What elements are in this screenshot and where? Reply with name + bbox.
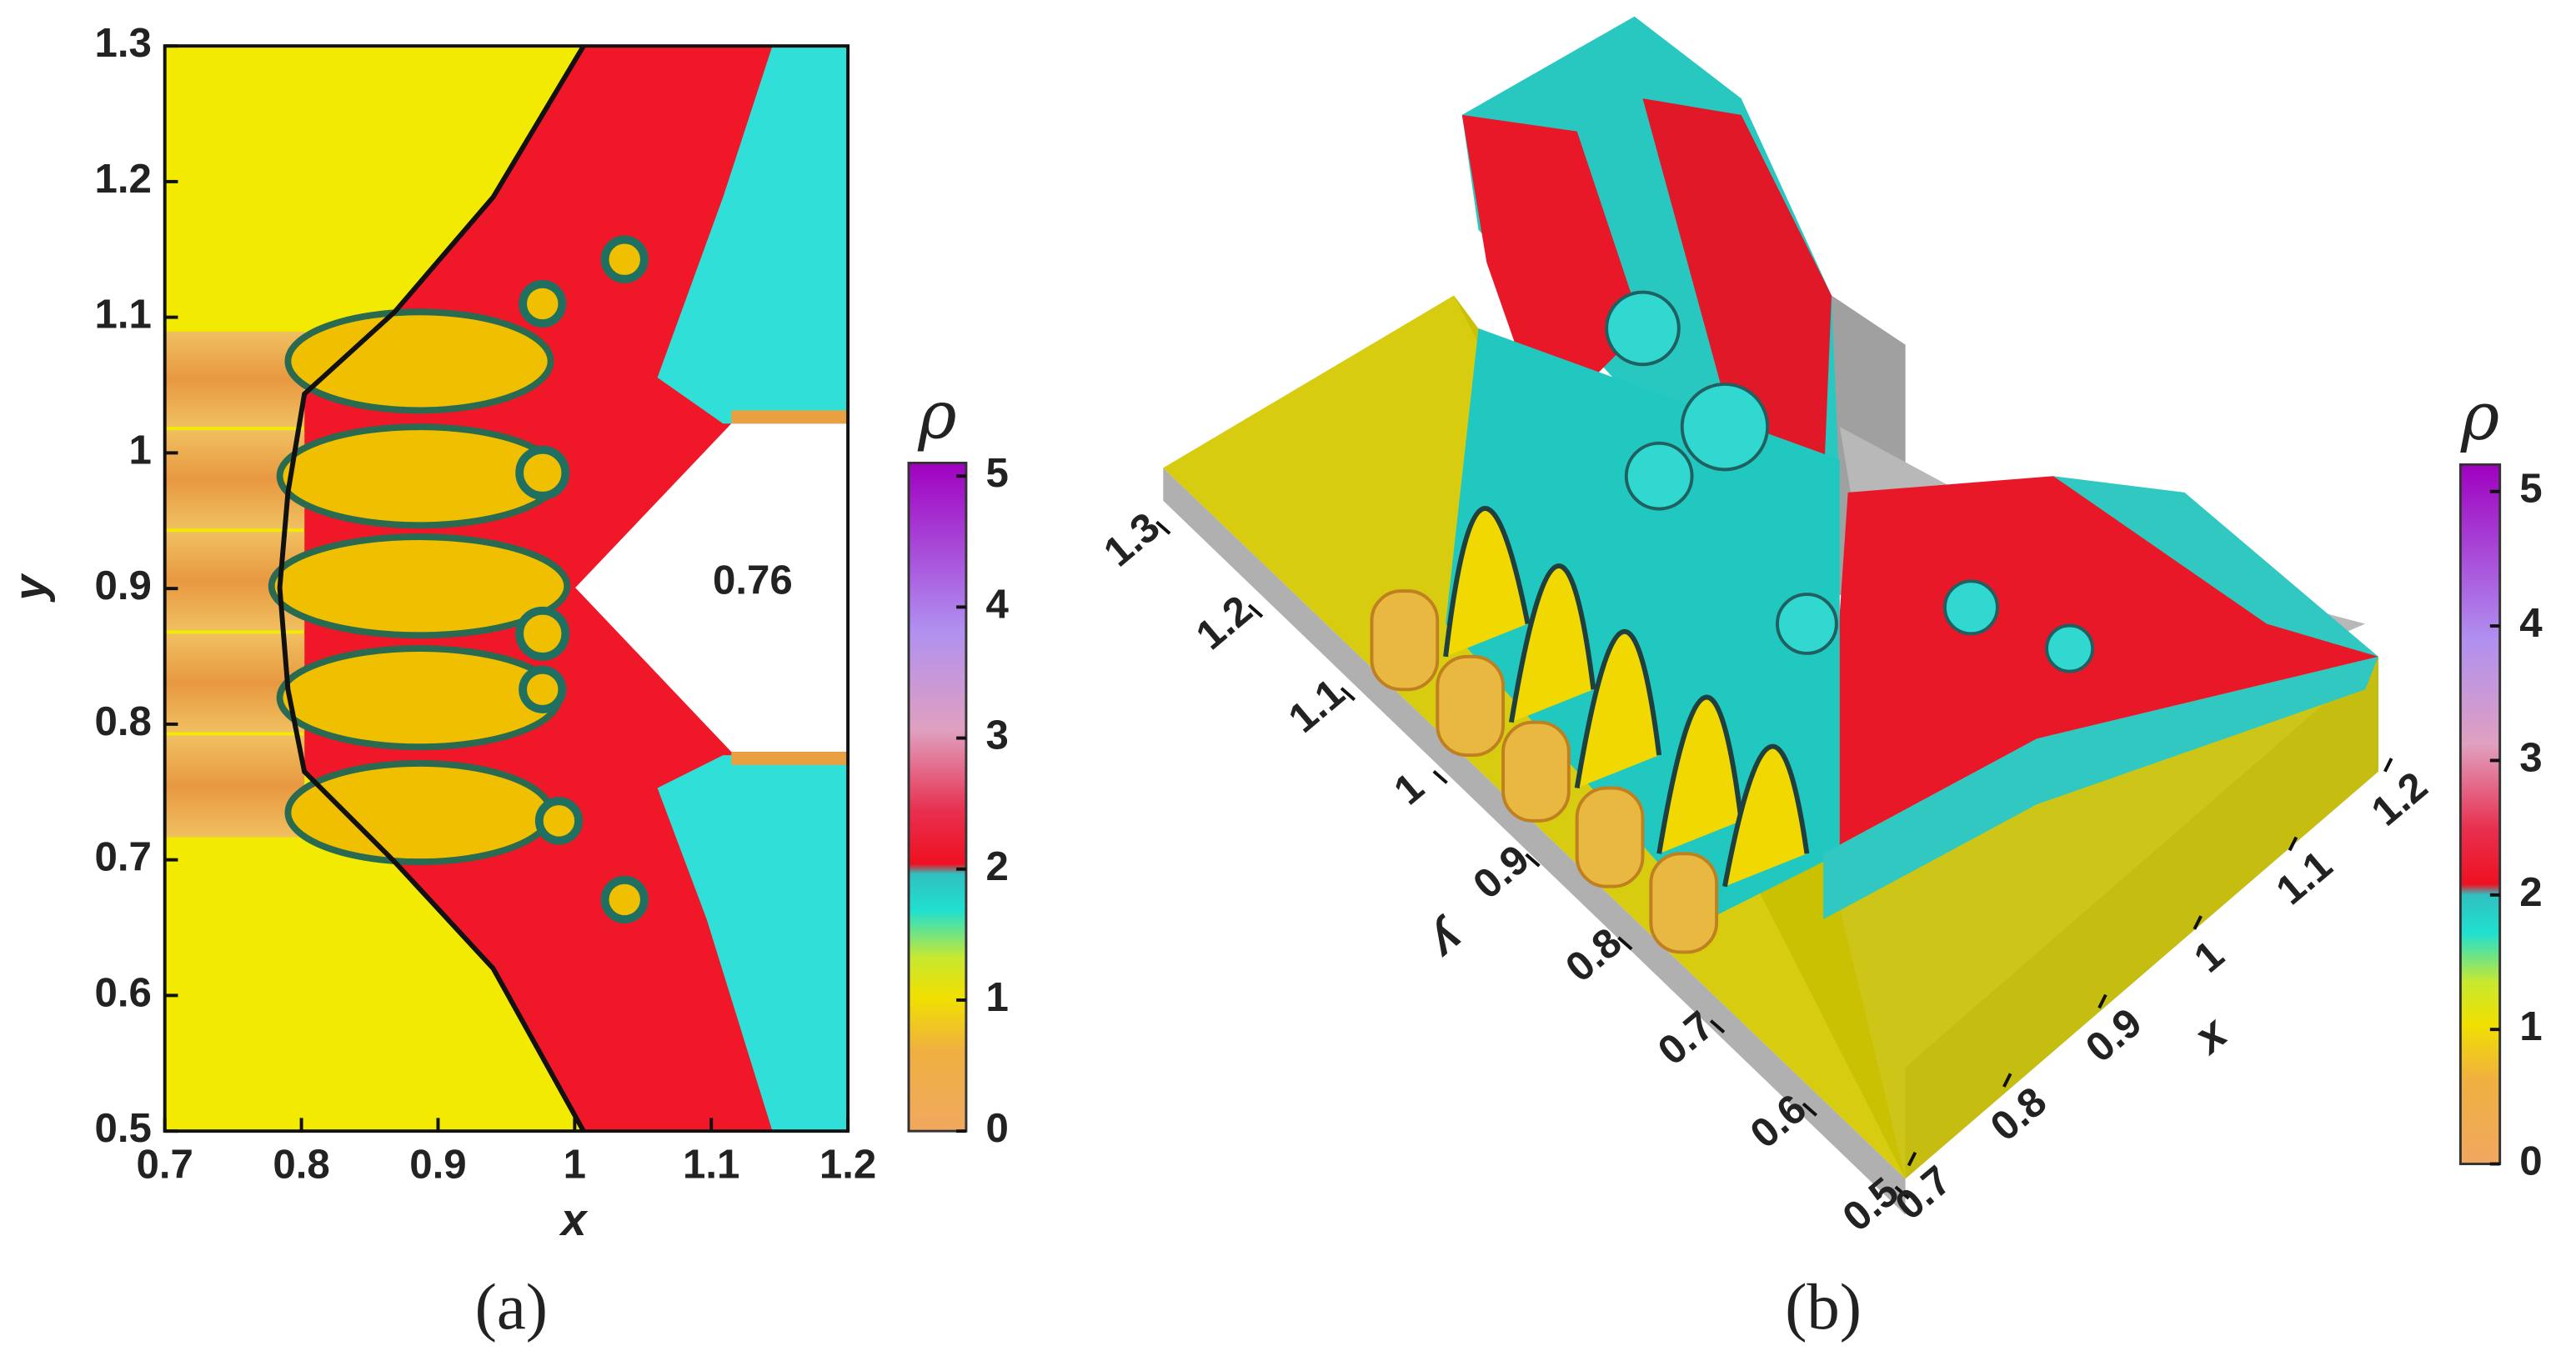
x-tick-label: 0.9 [409,1141,466,1187]
x-tick [2193,915,2203,930]
colorbar-tick-label: 0 [986,1105,1009,1151]
colorbar [907,461,968,1133]
colorbar-tick-label: 2 [2519,869,2542,915]
y-tick-label: 1.3 [1095,503,1169,575]
y-tick [1155,520,1171,535]
colorbar-tick-label: 2 [986,843,1009,889]
panel-label: (b) [1785,1271,1862,1343]
y-tick [1432,770,1448,784]
x-tick-label: 1.1 [683,1141,739,1187]
colorbar-label: ρ [2460,378,2499,455]
y-axis-label: y [1420,913,1476,972]
y-tick [1247,603,1264,618]
x-tick [2383,758,2393,773]
y-tick-label: 1.1 [94,292,151,338]
colorbar-tick-label: 1 [2519,1003,2542,1049]
colorbar-tick-label: 4 [986,581,1010,627]
y-tick-label: 1 [129,427,152,473]
density-field [164,46,849,1132]
y-tick-label: 1.3 [94,20,151,66]
y-tick-label: 0.9 [94,563,151,608]
y-tick-label: 0.6 [94,969,151,1015]
colorbar-tick-label: 4 [2519,600,2543,646]
colorbar-tick-label: 5 [2519,466,2542,512]
x-tick [2002,1073,2012,1088]
colorbar-label: ρ [917,377,956,453]
colorbar [2458,463,2502,1166]
y-axis-label: y [4,573,56,603]
y-tick-label: 0.8 [94,698,151,744]
y-tick [1525,853,1541,868]
y-tick-label: 1.2 [1187,587,1260,658]
y-tick-label: 0.7 [94,834,151,880]
colorbar-tick-label: 5 [986,450,1009,496]
x-axis-label: x [559,1193,589,1245]
colorbar-tick-label: 0 [2519,1138,2542,1184]
x-tick-label: 1.2 [819,1141,876,1187]
x-tick [2288,836,2298,852]
x-tick-label: 1 [564,1141,586,1187]
x-tick [1907,1151,1917,1167]
annotation: 0.76 [713,557,793,603]
y-tick-label: 1.1 [1280,670,1353,742]
x-tick-label: 1 [2186,932,2233,982]
y-tick [1802,1102,1818,1117]
y-tick-label: 0.5 [94,1105,151,1151]
y-tick-label: 1.2 [94,156,151,202]
x-tick-label: 0.8 [273,1141,329,1187]
colorbar-tick-label: 3 [2519,734,2542,780]
x-tick-label: 0.7 [136,1141,193,1187]
colorbar-tick-label: 1 [986,974,1009,1020]
colorbar-tick-label: 3 [986,713,1009,758]
panel-label: (a) [475,1271,548,1343]
y-tick-label: 1 [1386,764,1432,814]
y-tick [1617,936,1633,951]
y-tick [1894,1185,1910,1200]
y-tick [1340,687,1356,702]
x-tick [2097,993,2107,1009]
x-axis-label: x [2182,1005,2238,1064]
y-tick [1709,1019,1726,1033]
